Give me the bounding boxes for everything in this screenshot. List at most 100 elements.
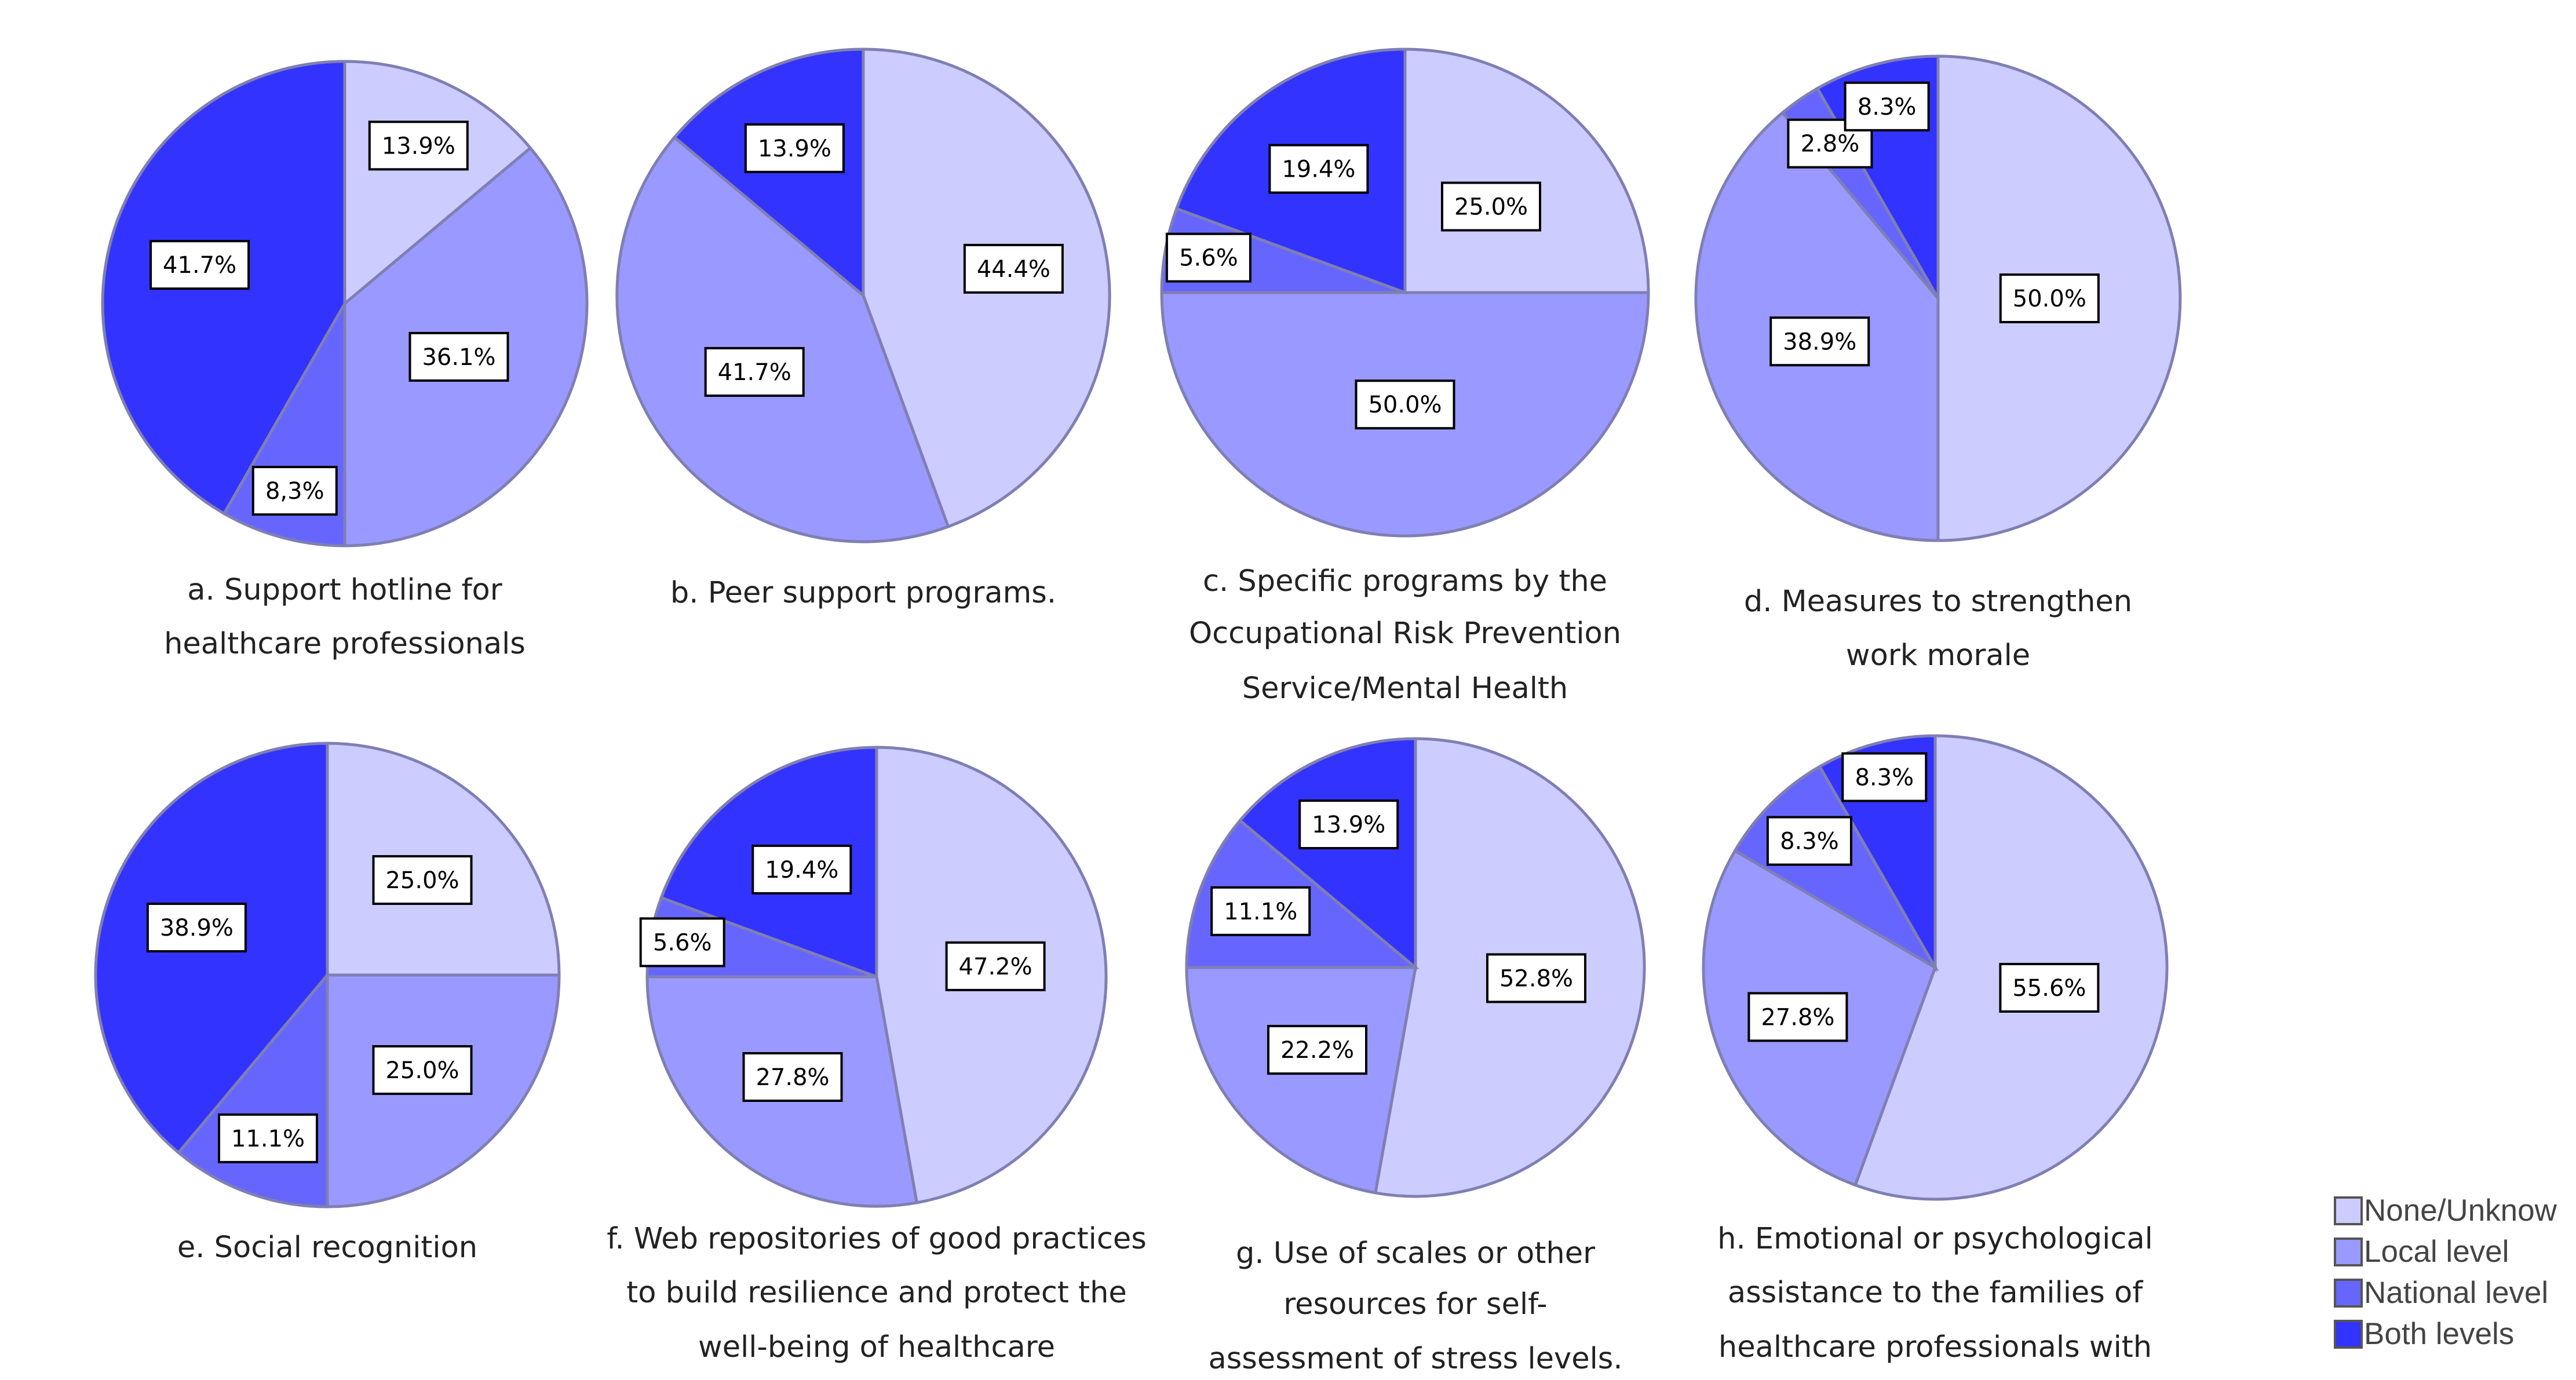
data-label-box [1486,953,1586,1003]
data-label-box [1355,379,1455,430]
data-label: 27.8% [1761,1004,1834,1031]
pie-chart-c: 25.0% 50.0% 5.6% 19.4% c. Specific programs … [1160,48,1650,706]
data-label-box [1999,273,2100,323]
pie-slice-local [1185,966,1417,1195]
legend-label-both: Both levels [2364,1317,2514,1351]
data-label-box [963,243,1064,294]
legend-swatch-national [2334,1279,2363,1308]
data-label: 38.9% [160,915,233,941]
data-label-box [368,121,469,171]
chart-caption: resources for self- [1283,1287,1547,1321]
data-label: 13.9% [758,136,831,162]
data-label-box [1841,752,1928,802]
data-label: 36.1% [422,344,495,371]
legend-label-none: None/Unknow [2364,1193,2557,1228]
chart-caption: d. Measures to strengthen [1744,585,2132,619]
pie-chart-e: 25.0% 25.0% 11.1% 38.9% e. Social recognitio… [94,742,561,1265]
data-label-box [1298,799,1399,849]
chart-caption: h. Emotional or psychological [1717,1222,2153,1256]
pie-slice-both [1238,737,1417,971]
data-label: 25.0% [1454,194,1528,221]
data-label-box [1267,1025,1367,1075]
data-label: 50.0% [1368,392,1442,418]
data-label-box [704,347,805,397]
data-label-box [639,917,725,968]
pie-chart-b: 44.4% 41.7% 13.9% b. Peer support programs. [615,48,1111,610]
chart-caption: a. Support hotline for [187,573,502,607]
data-label: 50.0% [2013,286,2086,312]
pie-chart-d: 50.0% 38.9% 2.8% 8.3% d. Measures to strengt… [1694,54,2182,673]
data-label-box [945,941,1046,991]
data-label-box [1268,144,1369,194]
chart-caption: well-being of healthcare [698,1330,1055,1364]
data-label: 11.1% [1224,899,1297,925]
chart-caption: c. Specific programs by the [1203,564,1607,598]
legend-swatch-none [2334,1196,2363,1225]
data-label: 19.4% [1282,156,1355,183]
chart-caption: e. Social recognition [177,1231,477,1265]
legend: None/Unknow Local level National level B… [2334,1193,2557,1351]
data-label: 25.0% [385,1057,459,1084]
chart-caption: Occupational Risk Prevention [1189,616,1621,651]
pie-chart-a: 13.9% 36.1% 8,3% 41.7% a. Support hotline fo… [101,60,589,661]
data-label: 52.8% [1499,965,1573,992]
pie-chart-f: 47.2% 27.8% 5.6% 19.4% f. Web repositories o… [607,746,1147,1364]
data-label-box [751,844,852,895]
pie-chart-g: 52.8% 22.2% 11.1% 13.9% g. Use of scales or … [1185,737,1646,1376]
chart-caption: healthcare professionals with [1718,1330,2152,1364]
data-label: 22.2% [1280,1037,1354,1064]
data-label-box [742,1052,843,1102]
chart-caption: to build resilience and protect the [626,1276,1127,1310]
data-label: 13.9% [382,133,455,159]
data-label: 27.8% [756,1064,829,1091]
data-label-box [218,1113,318,1163]
chart-caption: Service/Mental Health [1242,671,1568,706]
data-label-box [372,855,473,905]
data-label: 41.7% [163,252,236,279]
data-label-box [251,466,338,516]
data-label: 47.2% [959,954,1032,980]
data-label-box [1769,316,1870,367]
data-label: 5.6% [1179,245,1238,272]
pie-slice-none [1403,48,1650,294]
data-label-box [1747,992,1848,1042]
legend-label-national: National level [2364,1276,2548,1310]
data-label: 8.3% [1858,94,1917,121]
data-label: 38.9% [1783,328,1856,355]
data-label-box [149,240,250,290]
data-label: 41.7% [718,359,791,386]
data-label-box [372,1045,473,1095]
chart-caption: f. Web repositories of good practices [607,1222,1147,1256]
chart-caption: assistance to the families of [1728,1276,2143,1310]
data-label-box [1165,232,1251,283]
pie-chart-h: 55.6% 27.8% 8.3% 8.3% h. Emotional or psycho… [1702,734,2169,1364]
data-label-box [408,331,509,382]
data-label: 5.6% [653,929,712,956]
chart-caption: work morale [1846,638,2030,673]
legend-swatch-local [2334,1237,2363,1266]
data-label-box [1210,886,1311,936]
data-label: 8,3% [265,478,324,505]
data-label: 8.3% [1780,828,1839,855]
data-label: 19.4% [765,857,838,884]
data-label: 2.8% [1801,131,1860,158]
data-label-box [1844,81,1930,132]
data-label: 55.6% [2012,975,2086,1002]
chart-caption: assessment of stress levels. [1208,1342,1622,1376]
data-label: 44.4% [977,256,1050,283]
data-label: 11.1% [231,1126,305,1152]
data-label: 8.3% [1855,765,1914,791]
data-label: 25.0% [385,867,459,894]
data-label-box [1766,816,1852,866]
pie-slice-local [615,135,950,543]
chart-caption: b. Peer support programs. [670,576,1056,610]
data-label-box [744,123,845,173]
data-label-box [146,903,247,952]
chart-caption: healthcare professionals [164,627,526,661]
legend-label-local: Local level [2364,1235,2509,1269]
chart-caption: g. Use of scales or other [1236,1236,1595,1271]
data-label-box [1441,181,1541,232]
legend-swatch-both [2334,1320,2363,1349]
data-label: 13.9% [1312,812,1385,838]
